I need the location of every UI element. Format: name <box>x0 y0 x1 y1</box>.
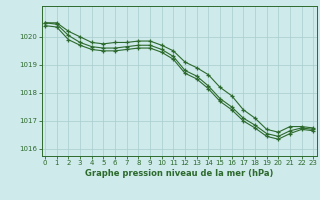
X-axis label: Graphe pression niveau de la mer (hPa): Graphe pression niveau de la mer (hPa) <box>85 169 273 178</box>
